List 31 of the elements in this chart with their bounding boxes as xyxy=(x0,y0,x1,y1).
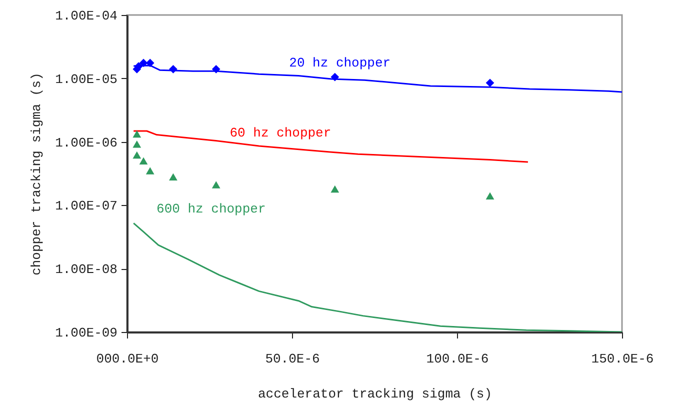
x-tick-label: 000.0E+0 xyxy=(96,352,159,366)
y-tick-label: 1.00E-09 xyxy=(55,326,118,340)
point xyxy=(169,64,178,74)
y-tick-label: 1.00E-05 xyxy=(55,72,118,87)
line-series xyxy=(132,222,622,332)
y-axis-title: chopper tracking sigma (s) xyxy=(29,72,44,276)
series-label: 20 hz chopper xyxy=(289,56,391,71)
x-tick-label: 50.0E-6 xyxy=(265,352,320,366)
point xyxy=(486,78,494,88)
point xyxy=(139,157,148,165)
point xyxy=(146,58,154,68)
point xyxy=(146,167,154,174)
series-label: 600 hz chopper xyxy=(156,201,266,216)
point xyxy=(139,58,148,68)
point xyxy=(330,185,340,193)
point xyxy=(330,72,340,82)
y-tick-label: 1.00E-07 xyxy=(55,198,118,214)
y-tick-label: 1.00E-04 xyxy=(55,8,118,24)
point xyxy=(132,140,142,148)
x-tick-label: 100.0E-6 xyxy=(426,352,489,366)
x-tick-label: 150.0E-6 xyxy=(591,352,654,366)
point xyxy=(169,173,178,180)
y-tick-label: 1.00E-06 xyxy=(55,135,118,150)
point xyxy=(212,181,220,188)
series-label: 60 hz chopper xyxy=(230,125,332,140)
point xyxy=(132,151,142,159)
x-axis-title: accelerator tracking sigma (s) xyxy=(258,386,492,402)
point xyxy=(486,192,494,200)
point xyxy=(212,64,220,74)
point xyxy=(132,130,142,138)
y-tick-label: 1.00E-08 xyxy=(55,262,118,278)
